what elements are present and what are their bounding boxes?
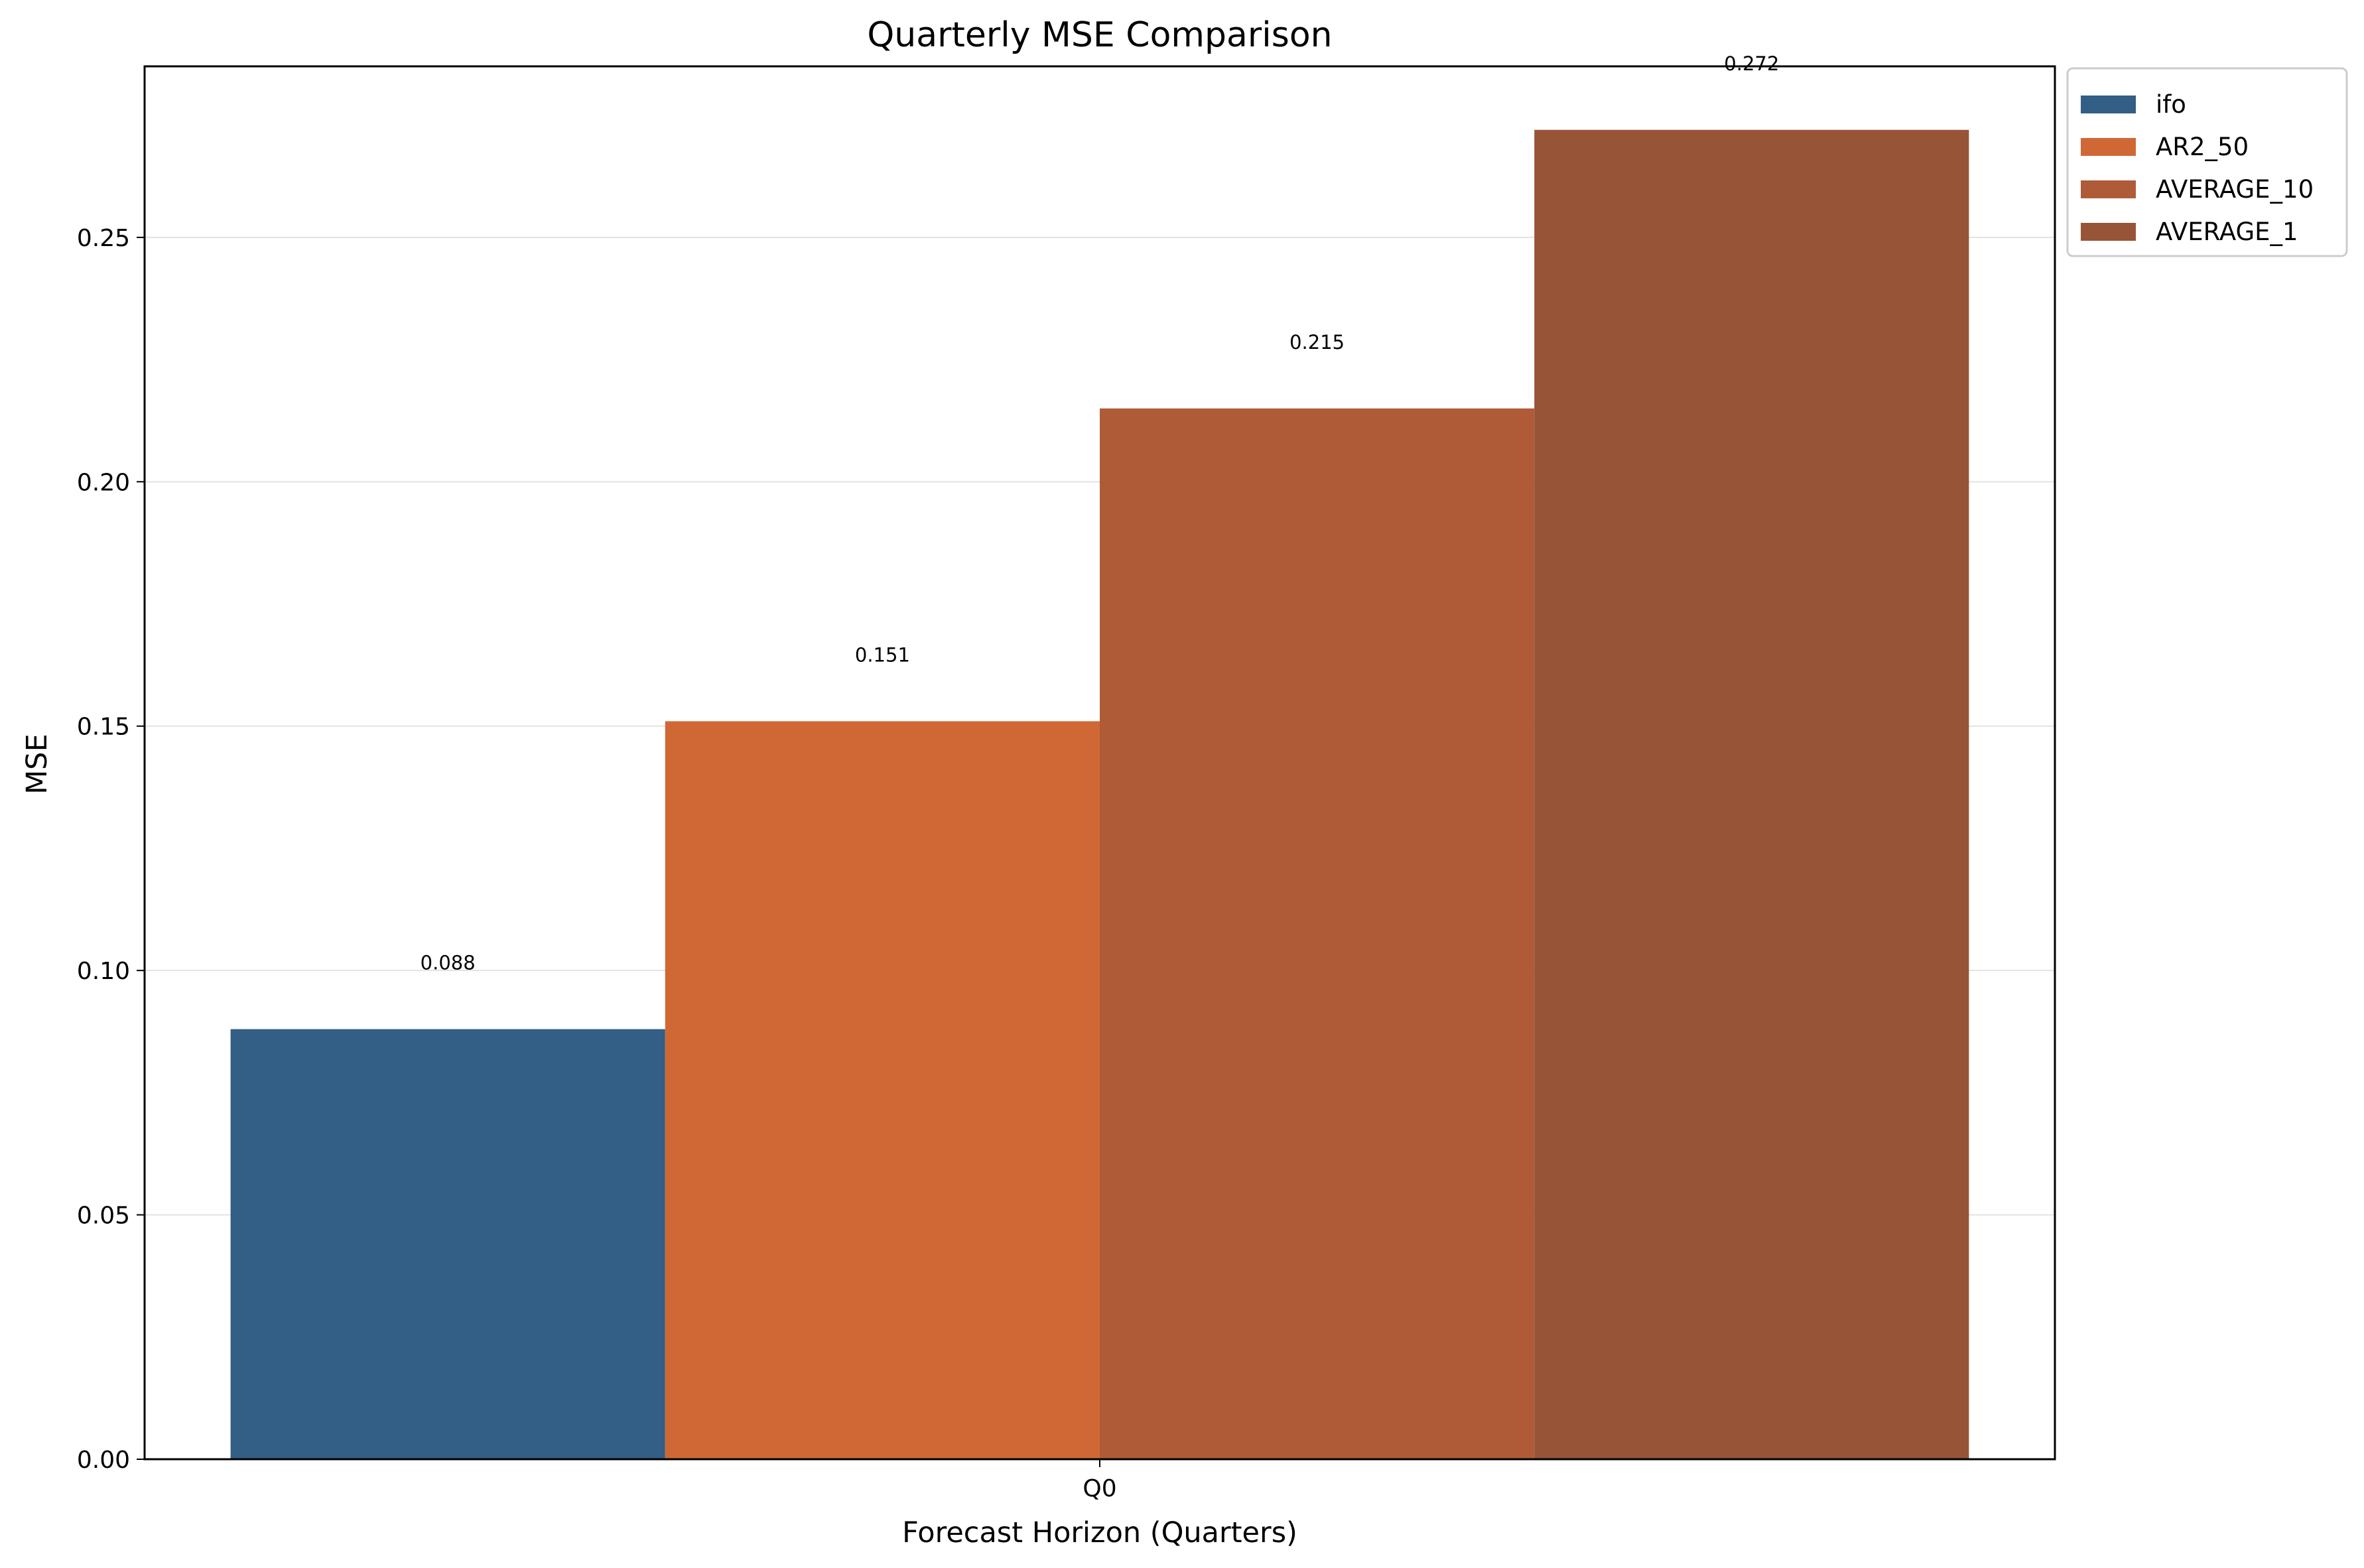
legend-label: ifo — [2156, 90, 2186, 119]
y-axis: 0.00 0.05 0.10 0.15 0.20 0.25 — [77, 225, 145, 1474]
legend-items: ifo AR2_50 AVERAGE_10 AVERAGE_1 — [2081, 90, 2314, 246]
x-tick-label: Q0 — [1083, 1475, 1116, 1502]
value-labels: 0.088 0.151 0.215 0.272 — [421, 52, 1780, 974]
value-label: 0.272 — [1724, 52, 1779, 75]
bars — [230, 129, 1969, 1460]
value-label: 0.151 — [855, 643, 910, 666]
legend-label: AR2_50 — [2156, 133, 2249, 161]
legend-frame — [2066, 67, 2348, 257]
legend-swatch — [2081, 138, 2136, 156]
y-tick-label: 0.05 — [77, 1203, 130, 1230]
bar-average-10 — [1100, 408, 1535, 1459]
legend: ifo AR2_50 AVERAGE_10 AVERAGE_1 — [2066, 67, 2348, 257]
y-tick-label: 0.25 — [77, 225, 130, 252]
bar-ifo — [230, 1029, 665, 1459]
y-tick-label: 0.00 — [77, 1447, 130, 1474]
y-tick-label: 0.10 — [77, 958, 130, 985]
value-label: 0.215 — [1289, 331, 1345, 354]
legend-label: AVERAGE_10 — [2156, 175, 2314, 204]
legend-label: AVERAGE_1 — [2156, 218, 2298, 246]
value-label: 0.088 — [421, 952, 476, 974]
x-axis-title: Forecast Horizon (Quarters) — [902, 1516, 1297, 1549]
bar-ar2-50 — [665, 721, 1100, 1459]
legend-swatch — [2081, 223, 2136, 241]
legend-swatch — [2081, 180, 2136, 198]
y-tick-label: 0.20 — [77, 469, 130, 496]
y-tick-label: 0.15 — [77, 714, 130, 741]
chart-title: Quarterly MSE Comparison — [867, 15, 1332, 55]
legend-swatch — [2081, 96, 2136, 113]
y-axis-title: MSE — [21, 734, 54, 795]
bar-average-1 — [1534, 129, 1969, 1460]
x-axis: Q0 — [1083, 1459, 1117, 1502]
